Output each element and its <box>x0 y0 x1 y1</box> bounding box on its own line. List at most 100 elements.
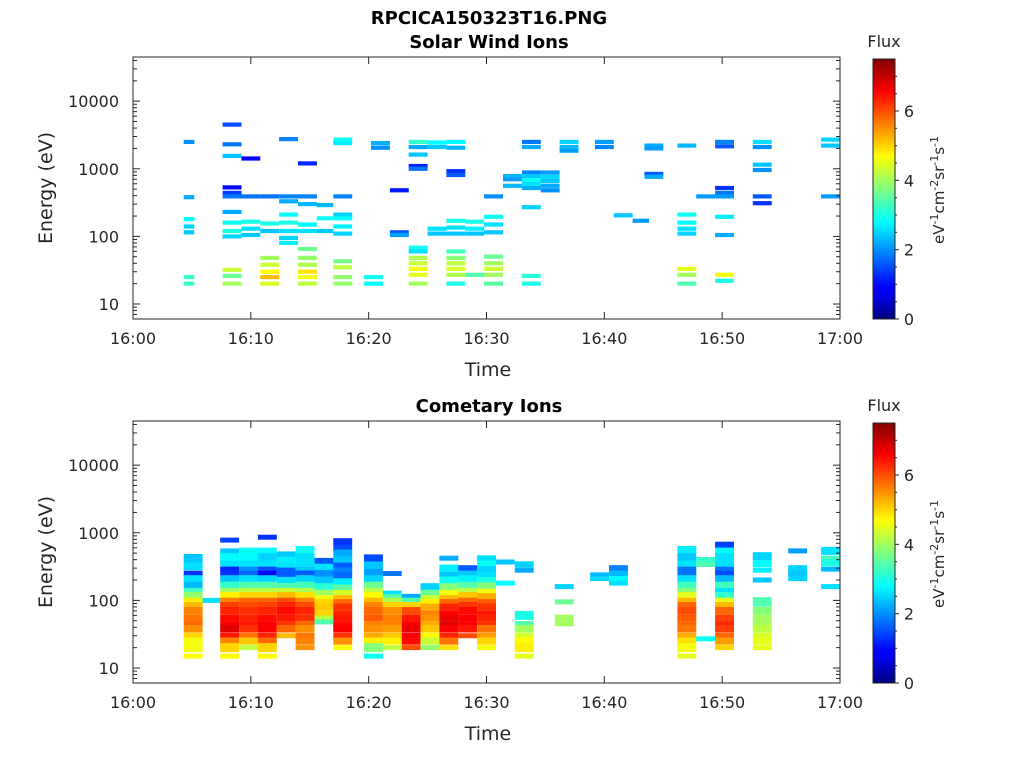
spectrogram-cell <box>183 597 203 604</box>
spectrogram-cell <box>333 259 353 264</box>
spectrogram-cell <box>420 637 440 645</box>
spectrogram-cell <box>495 580 515 586</box>
spectrogram-cell <box>477 571 496 578</box>
spectrogram-cell <box>420 595 440 600</box>
spectrogram-cell <box>279 199 298 204</box>
spectrogram-cell <box>677 272 697 277</box>
spectrogram-cell <box>427 226 447 231</box>
spectrogram-cell <box>220 653 240 659</box>
spectrogram-cell <box>364 621 383 627</box>
spectrogram-cell <box>458 587 478 593</box>
spectrogram-cell <box>298 194 317 199</box>
spectrogram-cell <box>295 625 315 633</box>
spectrogram-cell <box>382 621 402 627</box>
spectrogram-cell <box>484 261 503 266</box>
spectrogram-cell <box>715 637 734 645</box>
spectrogram-cell <box>183 637 203 645</box>
spectrogram-cell <box>314 563 334 571</box>
spectrogram-cell <box>458 621 478 627</box>
spectrogram-cell <box>241 232 261 238</box>
spectrogram-cell <box>220 625 240 633</box>
solar-wind-xlabel: Time <box>464 359 512 381</box>
spectrogram-cell <box>439 555 459 561</box>
spectrogram-cell <box>465 272 485 277</box>
spectrogram-cell <box>554 584 574 590</box>
spectrogram-cell <box>239 575 258 582</box>
spectrogram-cell <box>316 228 334 234</box>
spectrogram-cell <box>521 273 541 278</box>
spectrogram-cell <box>314 610 334 616</box>
spectrogram-cell <box>382 637 402 645</box>
spectrogram-cell <box>715 592 734 599</box>
spectrogram-cell <box>521 205 541 210</box>
spectrogram-cell <box>298 281 317 286</box>
x-tick-label: 16:00 <box>110 329 156 348</box>
spectrogram-cell <box>401 632 421 639</box>
spectrogram-cell <box>333 549 353 557</box>
spectrogram-cell <box>371 141 390 146</box>
spectrogram-cell <box>364 607 383 615</box>
spectrogram-cell <box>477 566 496 573</box>
spectrogram-cell <box>314 595 334 600</box>
spectrogram-cell <box>260 228 280 234</box>
spectrogram-cell <box>382 645 402 651</box>
spectrogram-cell <box>420 614 440 622</box>
spectrogram-cell <box>408 266 428 271</box>
spectrogram-cell <box>559 144 579 150</box>
spectrogram-cell <box>514 567 534 573</box>
spectrogram-cell <box>401 593 421 599</box>
spectrogram-cell <box>540 170 560 175</box>
spectrogram-cell <box>644 143 664 148</box>
spectrogram-cell <box>408 144 428 150</box>
spectrogram-cell <box>484 281 503 286</box>
spectrogram-cell <box>183 554 203 563</box>
x-tick-label: 16:30 <box>463 693 509 712</box>
spectrogram-cell <box>752 552 772 561</box>
spectrogram-cell <box>220 570 240 577</box>
spectrogram-cell <box>333 194 353 199</box>
spectrogram-cell <box>364 575 383 582</box>
spectrogram-cell <box>276 551 296 558</box>
spectrogram-cell <box>220 643 240 653</box>
colorbar-tick-label: 4 <box>904 535 914 554</box>
spectrogram-cell <box>821 555 840 561</box>
spectrogram-cell <box>257 534 277 540</box>
spectrogram-cell <box>333 556 353 563</box>
spectrogram-cell <box>821 194 840 199</box>
spectrogram-cell <box>821 137 840 142</box>
spectrogram-cell <box>183 581 203 588</box>
solar-wind-colorbar <box>872 58 896 320</box>
spectrogram-cell <box>477 625 496 633</box>
spectrogram-cell <box>364 643 383 653</box>
spectrogram-cell <box>260 255 280 260</box>
cometary-colorbar-title: Flux <box>867 396 900 415</box>
spectrogram-cell <box>446 281 466 286</box>
y-tick-label: 100 <box>88 227 119 246</box>
cometary-xlabel: Time <box>464 723 512 745</box>
spectrogram-cell <box>677 266 697 271</box>
spectrogram-cell <box>752 607 772 615</box>
spectrogram-cell <box>521 281 541 286</box>
spectrogram-cell <box>298 255 317 260</box>
spectrogram-cell <box>752 632 772 639</box>
spectrogram-cell <box>458 614 478 622</box>
spectrogram-cell <box>439 610 459 616</box>
spectrogram-cell <box>477 614 496 622</box>
spectrogram-cell <box>788 565 808 572</box>
spectrogram-cell <box>408 152 428 157</box>
spectrogram-cell <box>333 645 353 651</box>
spectrogram-cell <box>677 637 697 645</box>
spectrogram-cell <box>503 177 522 182</box>
cometary-colorbar <box>872 422 896 684</box>
x-tick-label: 16:10 <box>228 693 274 712</box>
spectrogram-cell <box>183 224 195 229</box>
spectrogram-cell <box>220 632 240 639</box>
spectrogram-cell <box>477 603 496 611</box>
spectrogram-cell <box>521 144 541 150</box>
spectrogram-cell <box>295 566 315 572</box>
spectrogram-cell <box>677 566 697 572</box>
spectrogram-cell <box>220 597 240 604</box>
spectrogram-cell <box>220 537 240 543</box>
spectrogram-cell <box>439 583 459 590</box>
spectrogram-cell <box>239 547 258 555</box>
